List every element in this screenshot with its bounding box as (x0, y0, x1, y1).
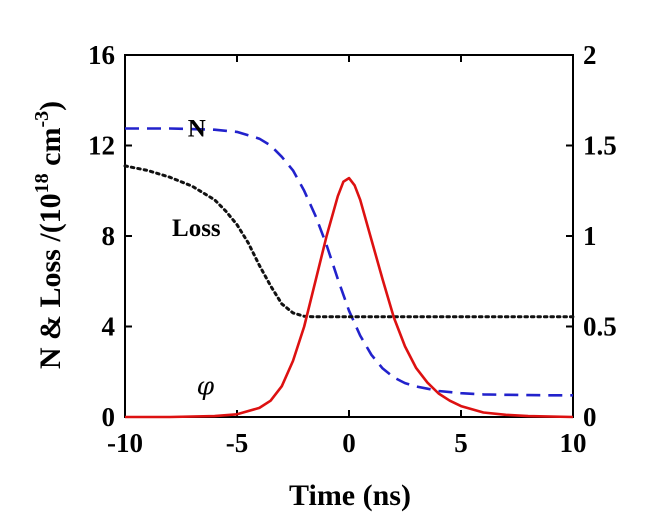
y-axis-title-sup2: -3 (31, 111, 53, 128)
series-phi-line (125, 176, 574, 419)
x-tick-label: 5 (454, 428, 468, 458)
y-left-tick-label: 16 (88, 40, 115, 70)
x-tick-label: -5 (226, 428, 249, 458)
y-right-tick-label: 0 (583, 402, 597, 432)
y-right-tick-label: 1 (583, 221, 597, 251)
annotations: N Loss φ (172, 115, 221, 400)
y-right-tick-label: 1.5 (583, 131, 617, 161)
y-left-tick-label: 12 (88, 131, 115, 161)
y-right-tick-label: 0.5 (583, 312, 617, 342)
y-axis-title-sup1: 18 (31, 173, 53, 193)
y-axis-title: N & Loss /(1018 cm-3) (31, 101, 67, 369)
y-axis-title-unit: cm (34, 128, 67, 174)
y-left-tick-label: 8 (102, 221, 116, 251)
y-left-tick-label: 0 (102, 402, 116, 432)
annotation-n: N (188, 115, 206, 142)
y-axis-title-main: N & Loss /(10 (34, 193, 67, 369)
plot-lines (123, 127, 575, 419)
x-tick-label: 10 (560, 428, 587, 458)
annotation-phi: φ (197, 371, 215, 400)
y-left-tick-label: 4 (102, 312, 116, 342)
x-tick-label: -10 (107, 428, 143, 458)
annotation-loss: Loss (172, 215, 221, 242)
series-loss-line (123, 164, 575, 319)
x-axis-title: Time (ns) (289, 479, 411, 512)
x-tick-label: 0 (342, 428, 356, 458)
y-axis-title-close: ) (34, 101, 67, 111)
y-right-tick-label: 2 (583, 40, 597, 70)
series-n-line (125, 127, 573, 397)
